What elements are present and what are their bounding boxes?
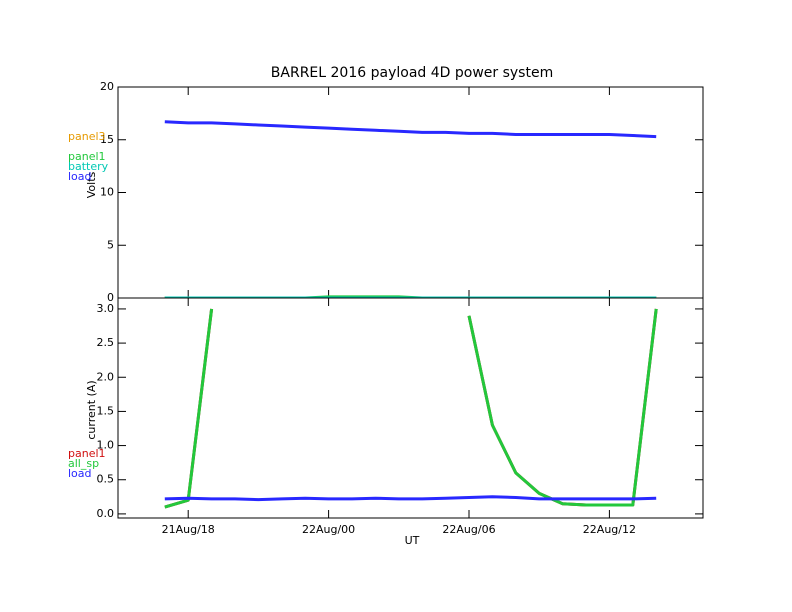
series-group bbox=[164, 308, 658, 509]
data-line bbox=[467, 308, 658, 507]
x-tick-label: 22Aug/12 bbox=[583, 523, 636, 536]
y-tick-label: 15 bbox=[100, 133, 114, 146]
data-line bbox=[164, 308, 214, 509]
legend-label: load bbox=[68, 170, 92, 183]
y-axis-label: Volts bbox=[85, 171, 98, 198]
x-tick-label: 21Aug/18 bbox=[162, 523, 215, 536]
y-tick-label: 1.5 bbox=[97, 404, 115, 417]
y-tick-label: 0.5 bbox=[97, 473, 115, 486]
y-tick-label: 5 bbox=[107, 238, 114, 251]
y-tick-label: 2.5 bbox=[97, 336, 115, 349]
y-tick-label: 0.0 bbox=[97, 507, 115, 520]
series-group bbox=[164, 120, 657, 298]
data-line bbox=[164, 308, 214, 509]
legend-label: panel1 bbox=[68, 447, 106, 460]
data-line bbox=[164, 495, 657, 502]
y-tick-label: 0 bbox=[107, 291, 114, 304]
y-tick-label: 1.0 bbox=[97, 439, 115, 452]
x-tick-label: 22Aug/00 bbox=[302, 523, 355, 536]
chart-title: BARREL 2016 payload 4D power system bbox=[271, 65, 553, 81]
legend-label: all_sp bbox=[68, 457, 99, 470]
y-axis-label: current (A) bbox=[85, 380, 98, 439]
legend-label: panel3 bbox=[68, 130, 106, 143]
y-tick-label: 3.0 bbox=[97, 302, 115, 315]
legend-label: battery bbox=[68, 160, 109, 173]
legend-label: load bbox=[68, 467, 92, 480]
plot-frame bbox=[117, 86, 704, 299]
legend-label: panel1 bbox=[68, 150, 106, 163]
y-tick-label: 10 bbox=[100, 186, 114, 199]
y-tick-label: 20 bbox=[100, 80, 114, 93]
x-tick-label: 22Aug/06 bbox=[442, 523, 495, 536]
data-line bbox=[467, 308, 658, 507]
y-tick-label: 2.0 bbox=[97, 370, 115, 383]
x-axis-label: UT bbox=[405, 534, 420, 547]
plot-frame bbox=[117, 297, 704, 519]
data-line bbox=[164, 120, 657, 139]
